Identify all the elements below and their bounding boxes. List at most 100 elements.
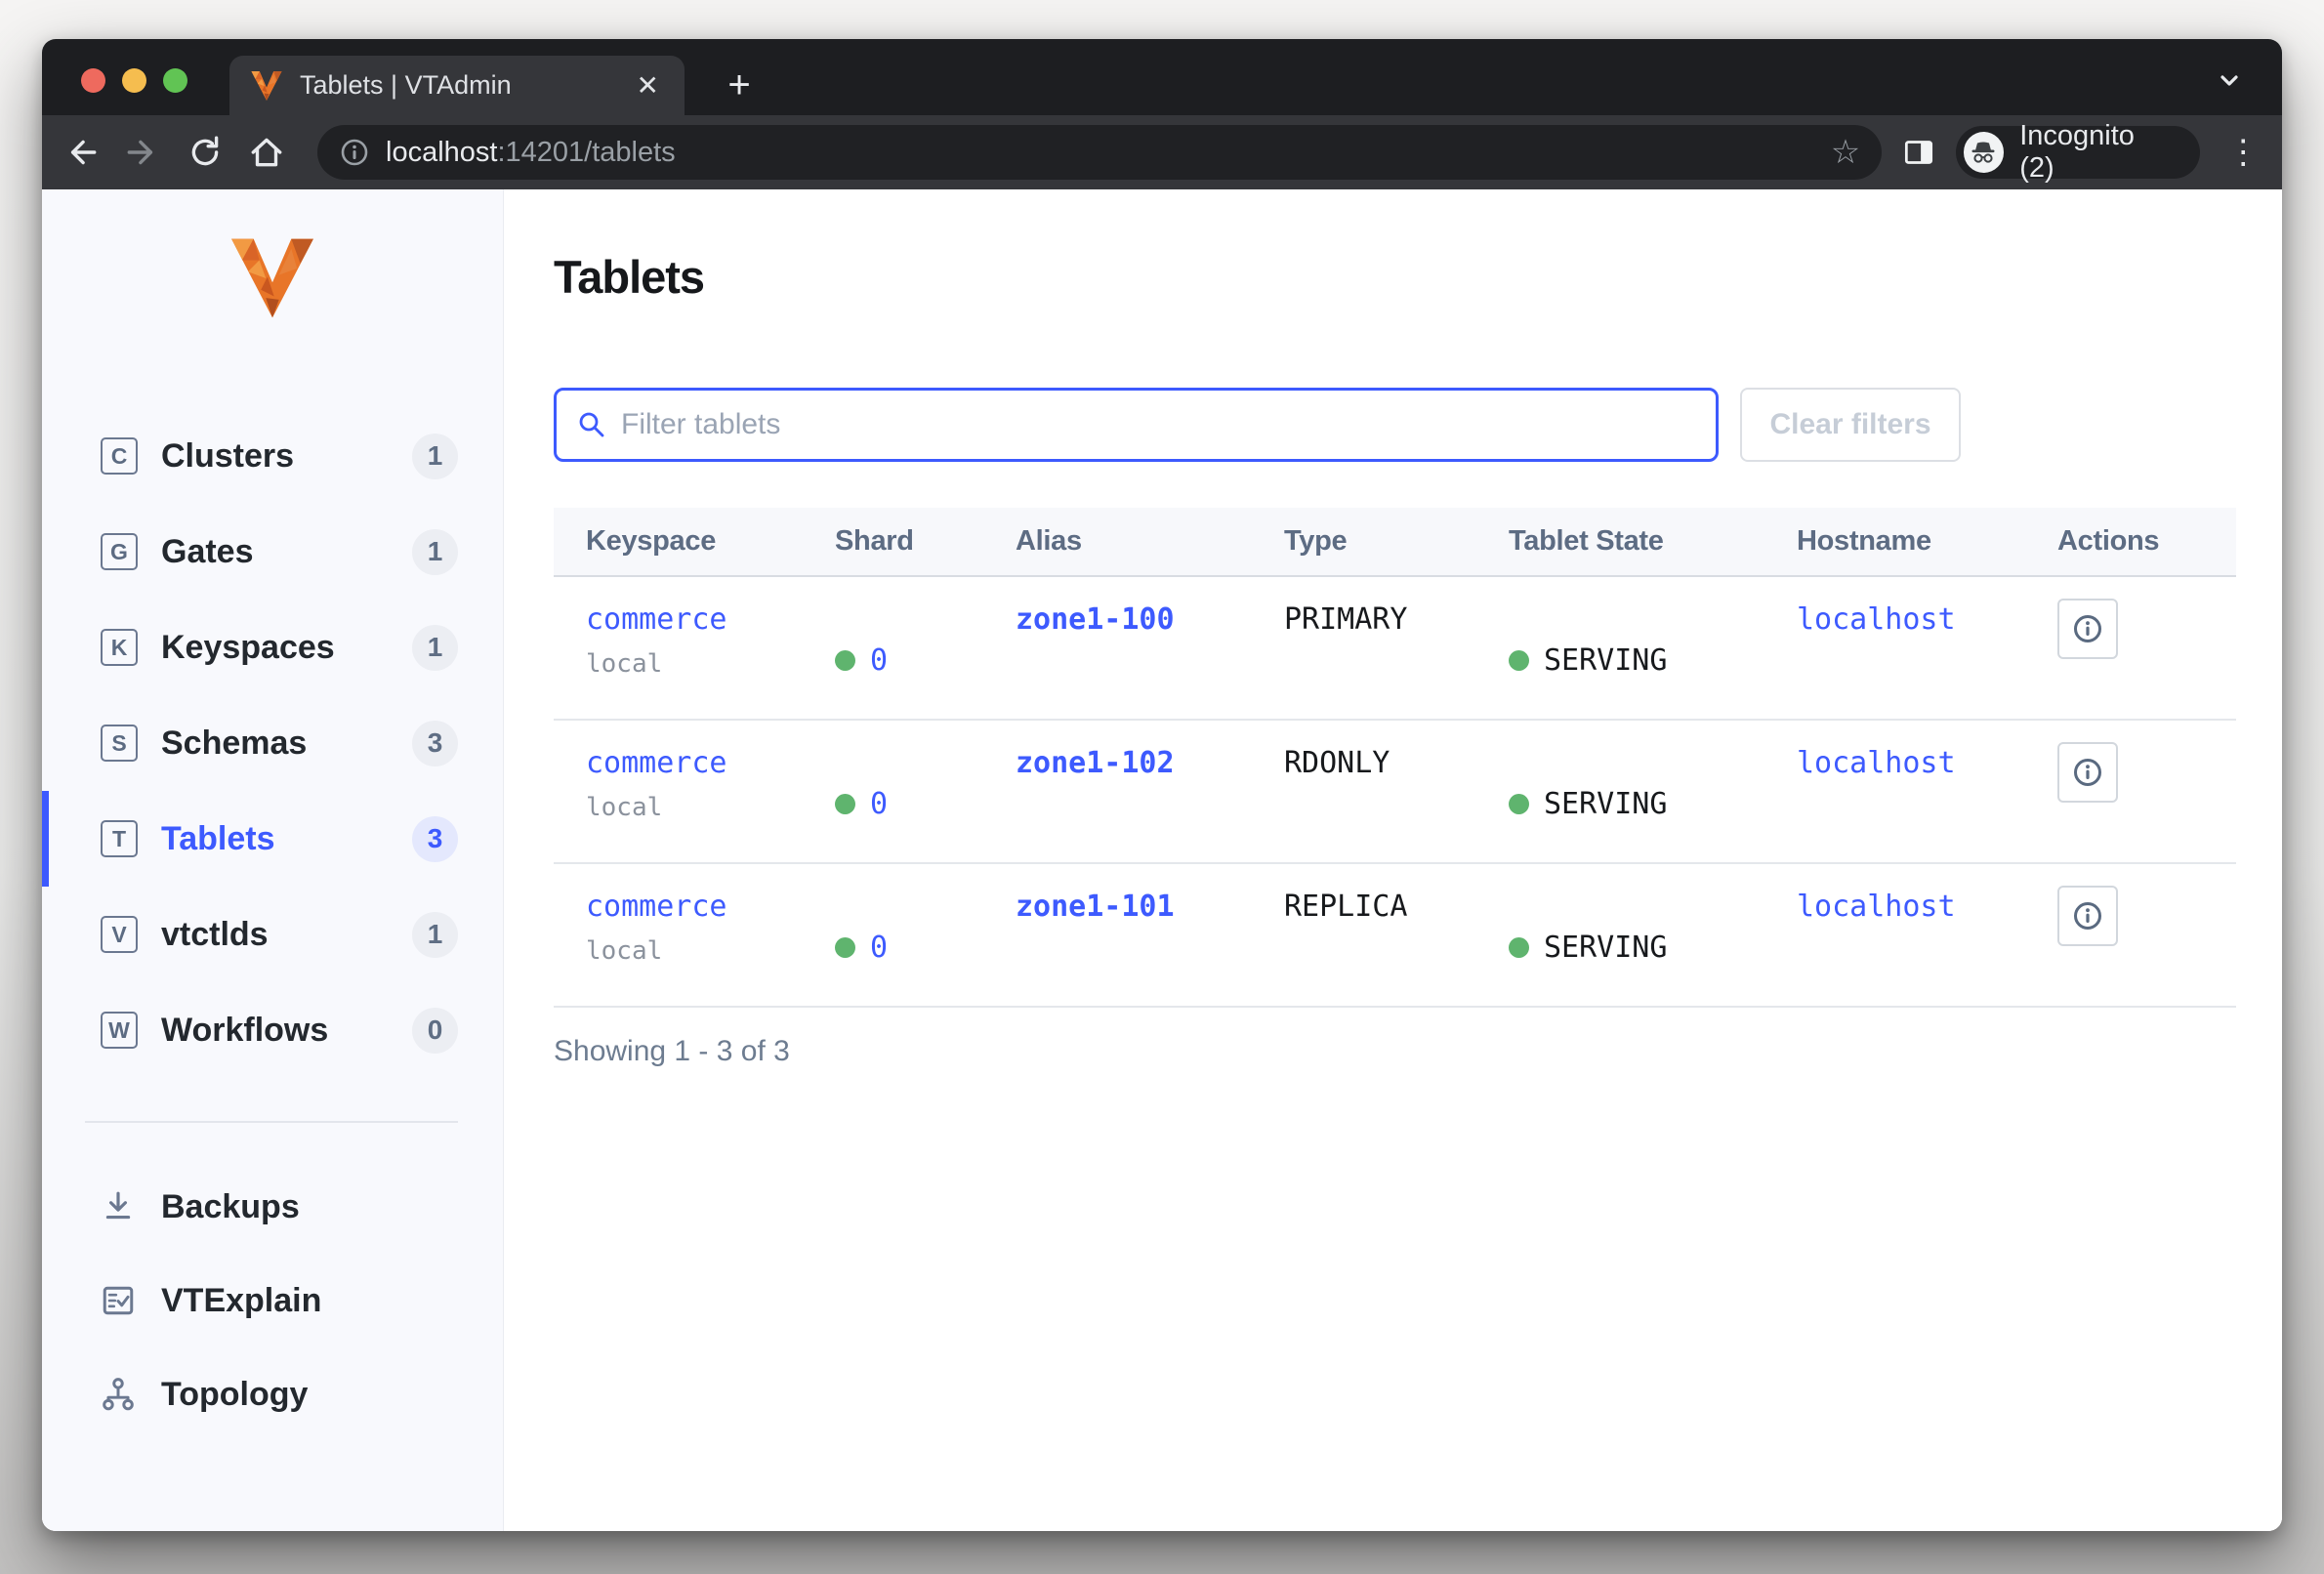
tab-strip: Tablets | VTAdmin ✕ + xyxy=(42,39,2282,115)
tablet-state-cell: SERVING xyxy=(1509,746,1797,862)
column-header-type: Type xyxy=(1284,525,1509,558)
column-header-actions: Actions xyxy=(2057,525,2236,558)
keyspaces-icon: K xyxy=(101,629,138,666)
sidebar-item-label: Keyspaces xyxy=(161,629,335,667)
sidebar: C Clusters 1 G Gates 1 K Keyspaces 1 S S… xyxy=(42,189,504,1531)
count-badge: 1 xyxy=(412,625,458,671)
hostname-link[interactable]: localhost xyxy=(1797,746,1956,780)
topology-icon xyxy=(101,1377,136,1412)
hostname-link[interactable]: localhost xyxy=(1797,602,1956,637)
count-badge: 1 xyxy=(412,912,458,958)
shard-link[interactable]: 0 xyxy=(870,787,888,821)
pagination-summary: Showing 1 - 3 of 3 xyxy=(554,1035,2282,1068)
clear-filters-button[interactable]: Clear filters xyxy=(1740,388,1961,462)
cluster-name: local xyxy=(586,936,835,966)
filter-box xyxy=(554,388,1719,462)
shard-link[interactable]: 0 xyxy=(870,643,888,678)
search-icon xyxy=(576,409,607,440)
incognito-profile-badge[interactable]: Incognito (2) xyxy=(1956,126,2201,179)
address-bar[interactable]: localhost:14201/tablets ☆ xyxy=(317,125,1882,180)
column-header-alias: Alias xyxy=(1016,525,1284,558)
tablet-alias-link[interactable]: zone1-101 xyxy=(1016,890,1175,924)
vtctlds-icon: V xyxy=(101,916,138,953)
tablet-state-cell: SERVING xyxy=(1509,602,1797,719)
sidebar-item-vtctlds[interactable]: V vtctlds 1 xyxy=(42,887,503,982)
keyspace-link[interactable]: commerce xyxy=(586,602,727,637)
sidebar-item-label: Clusters xyxy=(161,437,294,476)
document-check-icon xyxy=(101,1283,136,1318)
gates-icon: G xyxy=(101,533,138,570)
shard-serving-dot xyxy=(835,937,855,958)
back-icon[interactable] xyxy=(60,131,103,174)
sidebar-item-keyspaces[interactable]: K Keyspaces 1 xyxy=(42,600,503,695)
shard-link[interactable]: 0 xyxy=(870,931,888,965)
table-row: commerce local 0 zone1-101 REPLICA SERVI… xyxy=(554,864,2236,1008)
tablet-info-button[interactable] xyxy=(2057,742,2118,803)
count-badge: 3 xyxy=(412,721,458,766)
browser-tab[interactable]: Tablets | VTAdmin ✕ xyxy=(229,56,685,115)
serving-state: SERVING xyxy=(1544,643,1667,678)
info-icon xyxy=(2070,611,2105,646)
sidebar-item-backups[interactable]: Backups xyxy=(42,1160,503,1254)
zoom-window-button[interactable] xyxy=(163,68,187,93)
workflows-icon: W xyxy=(101,1012,138,1049)
serving-state-dot xyxy=(1509,794,1529,814)
download-icon xyxy=(101,1189,136,1224)
count-badge: 1 xyxy=(412,434,458,479)
sidebar-item-topology[interactable]: Topology xyxy=(42,1347,503,1441)
sidebar-item-label: Backups xyxy=(161,1188,300,1226)
alias-cell: zone1-100 xyxy=(1016,602,1284,719)
tab-search-chevron-icon[interactable] xyxy=(2212,62,2247,103)
count-badge: 3 xyxy=(412,816,458,862)
browser-menu-icon[interactable]: ⋮ xyxy=(2221,133,2264,172)
tablet-alias-link[interactable]: zone1-100 xyxy=(1016,602,1175,637)
serving-state-dot xyxy=(1509,650,1529,671)
url-text[interactable]: localhost:14201/tablets xyxy=(386,137,1815,169)
window-controls xyxy=(81,68,187,93)
tab-close-icon[interactable]: ✕ xyxy=(633,69,663,102)
sidebar-item-schemas[interactable]: S Schemas 3 xyxy=(42,695,503,791)
column-header-tablet-state: Tablet State xyxy=(1509,525,1797,558)
shard-serving-dot xyxy=(835,650,855,671)
side-panel-icon[interactable] xyxy=(1897,131,1940,174)
app-content: C Clusters 1 G Gates 1 K Keyspaces 1 S S… xyxy=(42,189,2282,1531)
serving-state: SERVING xyxy=(1544,931,1667,965)
tablets-table: Keyspace Shard Alias Type Tablet State H… xyxy=(554,508,2236,1008)
hostname-link[interactable]: localhost xyxy=(1797,890,1956,924)
minimize-window-button[interactable] xyxy=(122,68,146,93)
sidebar-item-label: Tablets xyxy=(161,820,275,858)
keyspace-link[interactable]: commerce xyxy=(586,746,727,780)
filter-tablets-input[interactable] xyxy=(621,408,1696,441)
tablet-info-button[interactable] xyxy=(2057,886,2118,946)
filter-row: Clear filters xyxy=(554,388,2282,462)
column-header-shard: Shard xyxy=(835,525,1016,558)
new-tab-button[interactable]: + xyxy=(718,64,761,107)
tablet-info-button[interactable] xyxy=(2057,599,2118,659)
site-info-icon[interactable] xyxy=(339,137,370,168)
incognito-label: Incognito (2) xyxy=(2019,120,2175,185)
bookmark-star-icon[interactable]: ☆ xyxy=(1831,133,1860,172)
tablets-icon: T xyxy=(101,820,138,857)
sidebar-item-vtexplain[interactable]: VTExplain xyxy=(42,1254,503,1347)
info-icon xyxy=(2070,755,2105,790)
sidebar-divider xyxy=(85,1121,458,1123)
vitess-favicon xyxy=(251,71,282,101)
sidebar-item-workflows[interactable]: W Workflows 0 xyxy=(42,982,503,1078)
tablet-alias-link[interactable]: zone1-102 xyxy=(1016,746,1175,780)
sidebar-item-tablets[interactable]: T Tablets 3 xyxy=(42,791,503,887)
forward-icon[interactable] xyxy=(122,131,165,174)
sidebar-item-clusters[interactable]: C Clusters 1 xyxy=(42,408,503,504)
tablet-state-cell: SERVING xyxy=(1509,890,1797,1006)
shard-cell: 0 xyxy=(835,602,1016,719)
home-icon[interactable] xyxy=(246,131,289,174)
shard-serving-dot xyxy=(835,794,855,814)
reload-icon[interactable] xyxy=(184,131,227,174)
keyspace-link[interactable]: commerce xyxy=(586,890,727,924)
sidebar-item-gates[interactable]: G Gates 1 xyxy=(42,504,503,600)
table-row: commerce local 0 zone1-100 PRIMARY SERVI… xyxy=(554,577,2236,721)
vitess-logo xyxy=(231,238,313,318)
close-window-button[interactable] xyxy=(81,68,105,93)
keyspace-cell: commerce local xyxy=(554,890,835,1006)
keyspace-cell: commerce local xyxy=(554,746,835,862)
serving-state: SERVING xyxy=(1544,787,1667,821)
